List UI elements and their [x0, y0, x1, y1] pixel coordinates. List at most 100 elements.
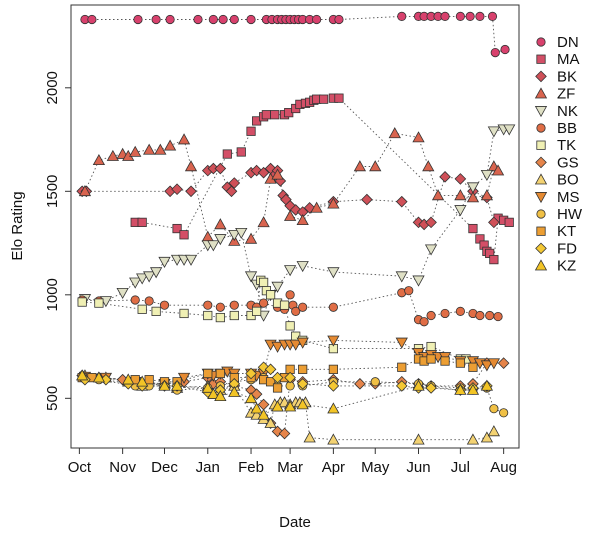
data-point-bk — [425, 216, 437, 229]
data-point-zf — [257, 216, 270, 228]
data-point-ma — [137, 217, 147, 227]
data-point-kz — [283, 400, 297, 412]
legend-marker-nk — [534, 106, 548, 118]
data-point-zf — [388, 127, 401, 139]
data-point-bb — [285, 290, 295, 300]
data-point-gs — [257, 398, 270, 411]
data-point-kt — [455, 358, 465, 368]
data-point-bb — [144, 296, 154, 306]
data-point-ma — [489, 255, 499, 265]
data-point-ma — [319, 94, 329, 104]
data-point-fd — [264, 363, 277, 376]
data-point-ma — [504, 217, 514, 227]
legend-marker-bb — [536, 123, 546, 133]
data-point-dn — [487, 11, 498, 21]
data-point-nk — [271, 281, 284, 293]
data-point-bk — [225, 185, 238, 198]
data-point-nk — [466, 182, 480, 194]
data-point-bk — [257, 166, 270, 179]
data-point-kt — [426, 354, 436, 364]
data-point-dn — [334, 14, 344, 25]
x-tick-label: Jan — [196, 459, 220, 476]
data-point-zf — [480, 189, 494, 201]
x-tick-label: Feb — [238, 459, 264, 476]
data-point-kz — [296, 398, 309, 410]
data-point-tk — [279, 300, 290, 310]
legend-marker-ms — [534, 192, 548, 204]
data-point-nk — [283, 265, 297, 277]
data-point-zf — [412, 131, 425, 143]
data-point-bk — [395, 195, 408, 208]
data-point-bb — [291, 306, 301, 316]
data-point-bk — [454, 173, 467, 185]
data-point-tk — [265, 290, 276, 300]
data-point-tk — [252, 306, 262, 316]
data-point-kt — [328, 364, 338, 374]
data-point-ms — [289, 339, 302, 351]
data-point-tk — [203, 310, 213, 321]
data-point-zf — [177, 133, 191, 145]
data-point-kz — [412, 379, 425, 391]
data-point-kz — [201, 381, 214, 393]
data-point-tk — [426, 341, 436, 352]
data-point-bk — [171, 183, 183, 196]
legend-marker-kz — [534, 259, 548, 271]
data-point-dn — [465, 11, 475, 21]
data-point-bb — [203, 300, 213, 310]
data-point-zf — [129, 145, 142, 157]
series-line-ma — [135, 97, 510, 261]
data-point-bo — [303, 431, 316, 443]
data-point-zf — [353, 160, 367, 172]
data-point-bk — [488, 216, 500, 229]
data-point-fd — [271, 371, 284, 384]
series-dn — [80, 11, 510, 58]
data-point-kz — [454, 383, 467, 395]
data-point-nk — [454, 205, 467, 217]
data-point-zf — [466, 191, 480, 203]
data-point-nk — [244, 271, 258, 283]
data-point-nk — [184, 254, 198, 266]
data-point-zf — [214, 218, 227, 230]
data-point-zf — [369, 160, 382, 172]
data-point-bo — [412, 433, 425, 445]
legend-label-fd: FD — [557, 240, 577, 257]
x-tick-label: Jul — [451, 459, 470, 476]
y-tick-label: 500 — [44, 386, 61, 411]
data-point-ma — [468, 223, 478, 234]
data-point-bo — [466, 433, 480, 445]
series-zf — [78, 127, 505, 246]
data-point-dn — [312, 14, 322, 25]
legend-item-bk: BK — [535, 68, 577, 85]
legend-item-bb: BB — [536, 120, 577, 137]
data-point-bo — [487, 425, 501, 437]
data-point-tk — [137, 304, 147, 314]
legend-item-ms: MS — [534, 189, 580, 206]
data-point-dn — [218, 14, 228, 25]
legend-label-ms: MS — [557, 189, 580, 206]
data-point-nk — [296, 261, 309, 273]
data-point-zf — [244, 232, 258, 244]
data-point-zf — [283, 209, 297, 221]
y-tick-label: 1000 — [44, 278, 61, 311]
legend-marker-bk — [535, 70, 547, 83]
data-point-nk — [136, 273, 149, 285]
data-point-bb — [475, 310, 485, 321]
data-point-ma — [261, 110, 271, 120]
legend-item-tk: TK — [536, 137, 576, 154]
y-tick-label: 1500 — [44, 175, 61, 208]
data-point-bo — [327, 433, 340, 445]
data-point-zf — [106, 149, 120, 161]
legend-marker-bo — [534, 173, 548, 185]
data-point-kz — [271, 400, 284, 412]
data-point-zf — [143, 143, 156, 155]
data-point-zf — [422, 160, 435, 172]
data-point-zf — [92, 153, 106, 166]
data-point-nk — [129, 277, 142, 289]
data-point-dn — [500, 44, 510, 55]
data-point-ma — [222, 149, 232, 159]
legend-marker-fd — [535, 242, 547, 255]
data-point-kz — [158, 379, 171, 391]
legend-item-ma: MA — [536, 51, 580, 68]
data-point-zf — [310, 201, 323, 213]
data-point-bb — [215, 302, 225, 312]
